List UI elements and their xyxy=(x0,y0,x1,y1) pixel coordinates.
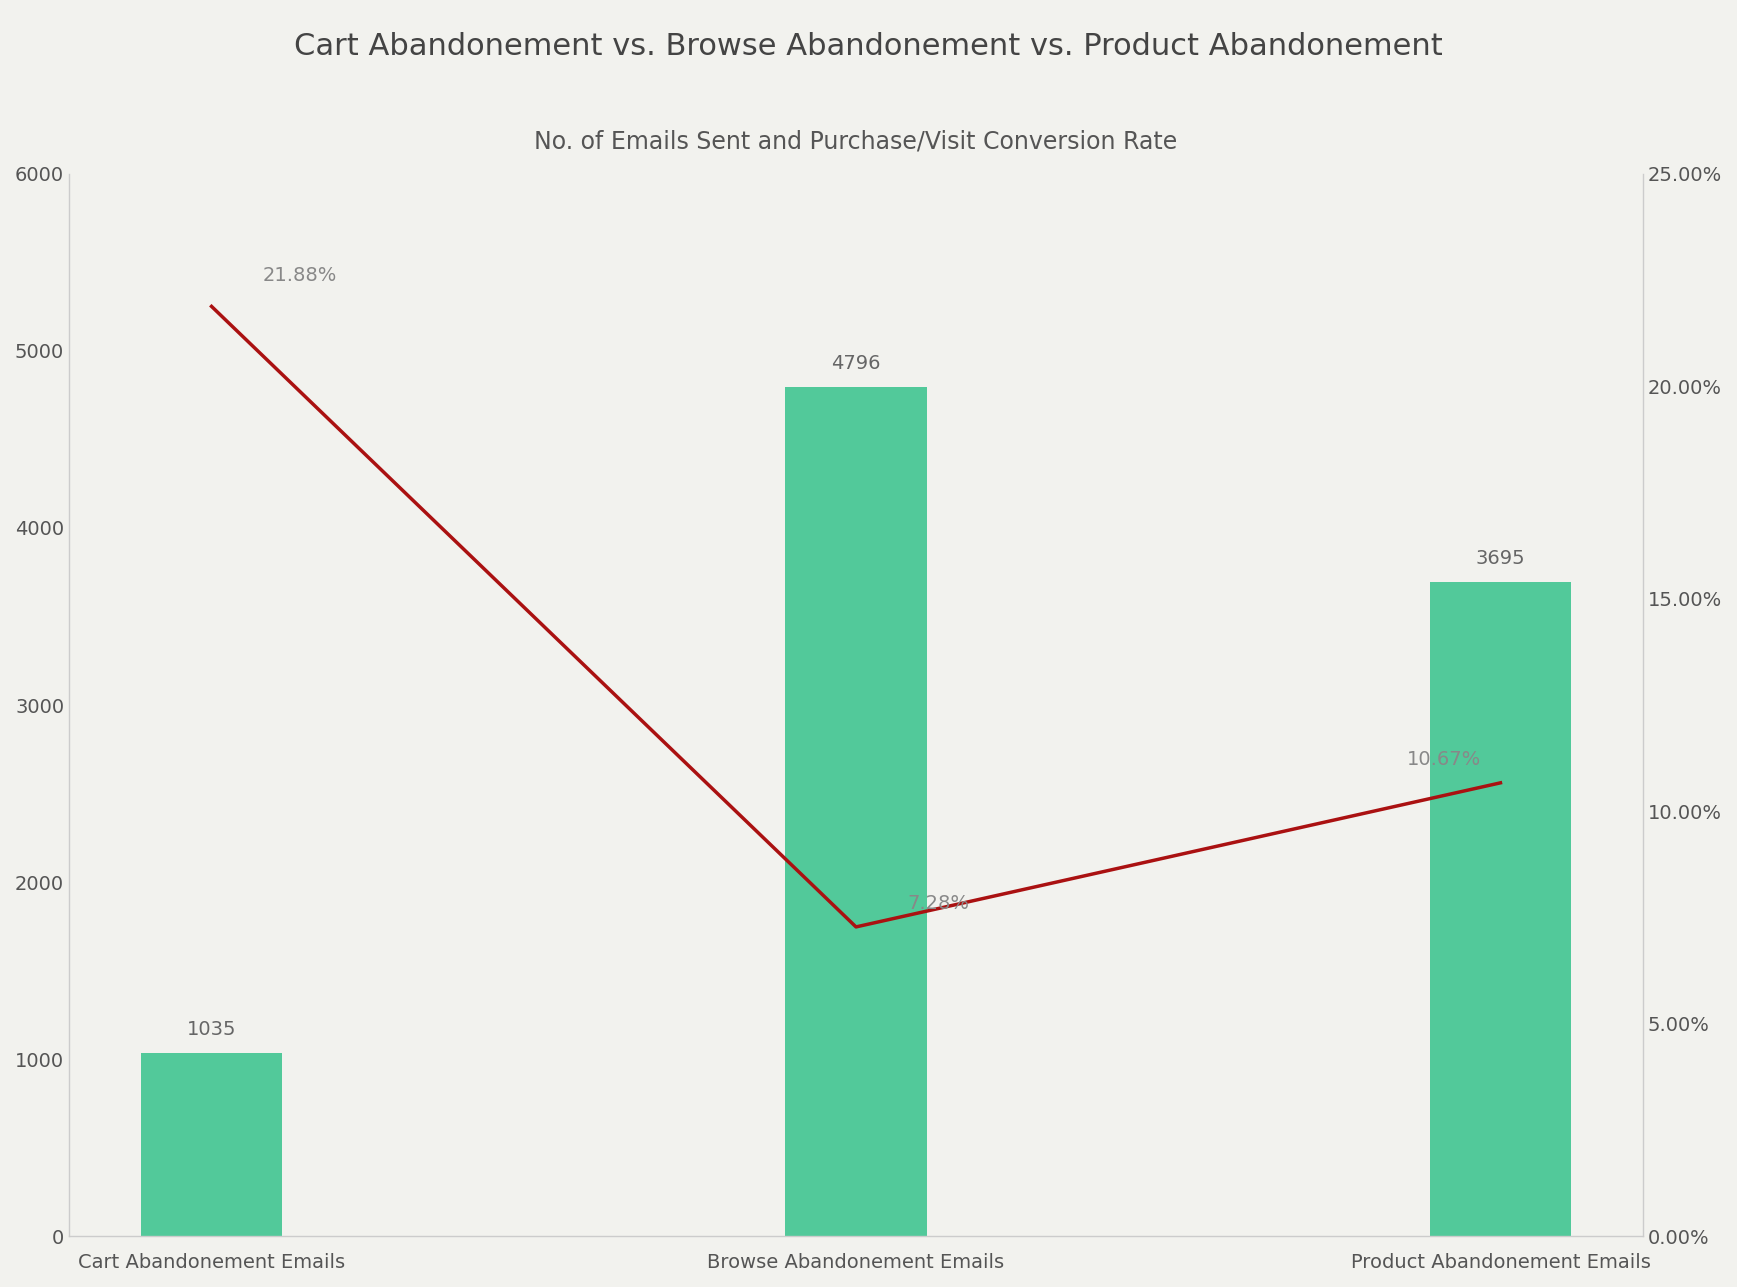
Bar xyxy=(785,387,928,1237)
Text: 1035: 1035 xyxy=(188,1019,236,1039)
Text: 10.67%: 10.67% xyxy=(1407,749,1482,768)
Text: 21.88%: 21.88% xyxy=(262,266,337,286)
Text: 3695: 3695 xyxy=(1476,548,1525,568)
Bar xyxy=(1430,582,1572,1237)
Text: 7.28%: 7.28% xyxy=(907,893,969,912)
Text: Cart Abandonement vs. Browse Abandonement vs. Product Abandonement: Cart Abandonement vs. Browse Abandonemen… xyxy=(294,32,1443,62)
Bar xyxy=(141,1053,283,1237)
Text: 4796: 4796 xyxy=(832,354,881,373)
Title: No. of Emails Sent and Purchase/Visit Conversion Rate: No. of Emails Sent and Purchase/Visit Co… xyxy=(535,130,1178,153)
